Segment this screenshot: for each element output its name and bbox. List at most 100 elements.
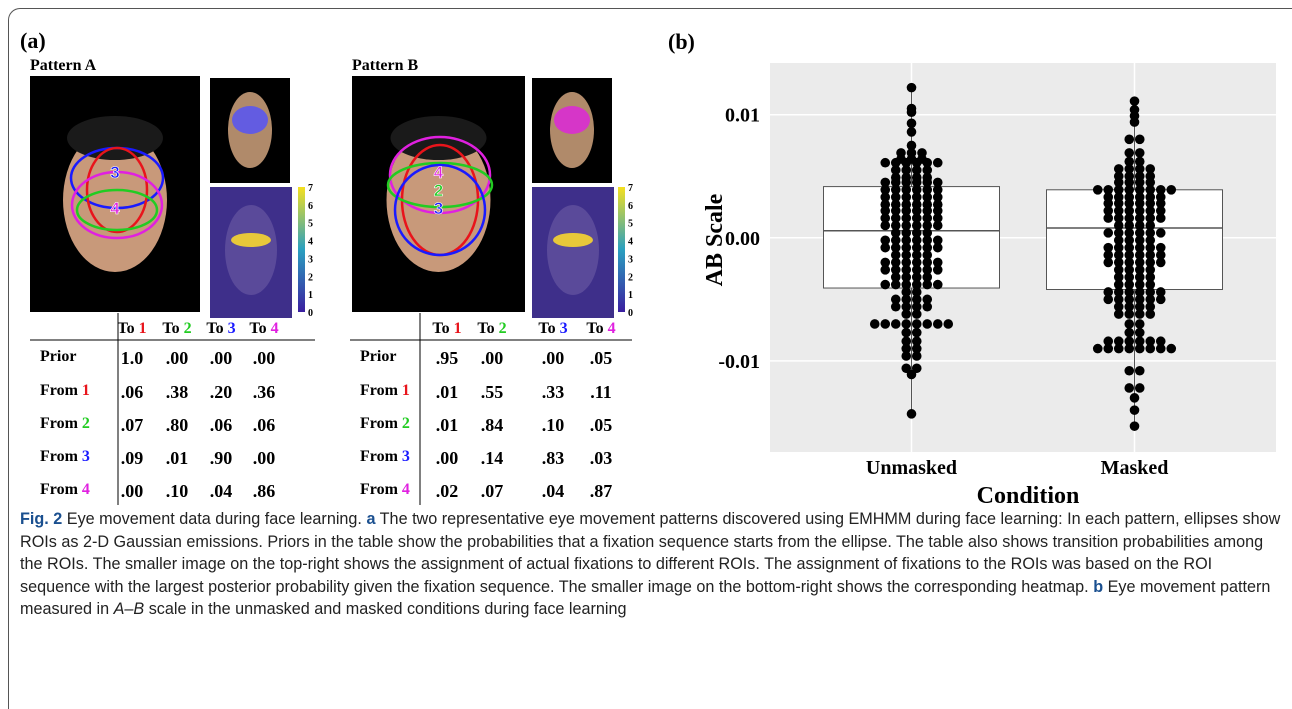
roi-number: 3 xyxy=(402,448,410,465)
point xyxy=(912,319,922,329)
point xyxy=(1166,185,1176,195)
roi-number: 4 xyxy=(402,481,410,498)
roi-number: 1 xyxy=(454,320,462,337)
table-cell: .09 xyxy=(121,448,144,468)
col-header: To 3 xyxy=(206,320,235,337)
point xyxy=(1103,228,1113,238)
point xyxy=(1130,96,1140,106)
to-label: To xyxy=(117,320,134,337)
point xyxy=(1156,213,1166,223)
roi-number: 4 xyxy=(271,320,279,337)
point xyxy=(901,351,911,361)
table-cell: .36 xyxy=(253,382,276,402)
colorbar-tick: 3 xyxy=(308,254,313,265)
table-cell: .03 xyxy=(590,448,613,468)
colorbar-tick: 1 xyxy=(628,290,633,301)
point xyxy=(1156,258,1166,268)
colorbar-tick: 0 xyxy=(628,308,633,319)
hair xyxy=(67,116,163,160)
point xyxy=(912,351,922,361)
to-label: To xyxy=(477,320,494,337)
table-cell: .38 xyxy=(166,382,189,402)
table-cell: .84 xyxy=(481,415,504,435)
point xyxy=(901,309,911,319)
x-tick-label: Masked xyxy=(1101,457,1169,479)
to-label: To xyxy=(432,320,449,337)
x-axis-title: Condition xyxy=(977,483,1080,509)
table-cell: .05 xyxy=(590,415,613,435)
table-cell: .00 xyxy=(253,348,276,368)
point xyxy=(880,319,890,329)
colorbar-tick: 5 xyxy=(628,219,633,230)
prior-label: Prior xyxy=(360,348,396,365)
from-label: From xyxy=(40,415,79,432)
point xyxy=(1130,393,1140,403)
from-label: From xyxy=(360,448,399,465)
point xyxy=(1156,228,1166,238)
table-cell: .00 xyxy=(210,348,233,368)
point xyxy=(880,243,890,253)
col-header: To 3 xyxy=(538,320,567,337)
table-cell: 1.0 xyxy=(121,348,144,368)
col-header: To 4 xyxy=(586,320,615,337)
point xyxy=(1166,344,1176,354)
colorbar-tick: 2 xyxy=(308,272,313,283)
roi-number: 3 xyxy=(560,320,568,337)
table-cell: .00 xyxy=(166,348,189,368)
colorbar-tick: 3 xyxy=(628,254,633,265)
panel-label: (b) xyxy=(668,29,695,54)
point xyxy=(1124,328,1134,338)
col-header: To 4 xyxy=(249,320,278,337)
to-label: To xyxy=(249,320,266,337)
colorbar-tick: 0 xyxy=(308,308,313,319)
point xyxy=(933,158,943,168)
table-cell: .80 xyxy=(166,415,189,435)
to-label: To xyxy=(206,320,223,337)
table-cell: .01 xyxy=(436,415,459,435)
table-cell: .00 xyxy=(253,448,276,468)
table-cell: .00 xyxy=(121,481,144,501)
table-cell: .06 xyxy=(121,382,144,402)
colorbar-tick: 1 xyxy=(308,290,313,301)
y-tick-label: 0.01 xyxy=(725,105,760,127)
point xyxy=(901,319,911,329)
caption-title: Eye movement data during face learning. xyxy=(67,510,362,528)
panel-label: (a) xyxy=(20,28,46,53)
point xyxy=(1130,117,1140,127)
point xyxy=(907,83,917,93)
table-cell: .01 xyxy=(436,382,459,402)
point xyxy=(1103,213,1113,223)
table-cell: .04 xyxy=(542,481,565,501)
point xyxy=(1135,319,1145,329)
to-label: To xyxy=(586,320,603,337)
point xyxy=(933,221,943,231)
table-cell: .06 xyxy=(253,415,276,435)
row-header: From 4 xyxy=(360,481,410,498)
point xyxy=(891,280,901,290)
point xyxy=(933,265,943,275)
point xyxy=(1130,405,1140,415)
roi-number: 3 xyxy=(82,448,90,465)
point xyxy=(1093,185,1103,195)
point xyxy=(1145,309,1155,319)
table-cell: .11 xyxy=(590,382,612,402)
col-header: To 2 xyxy=(477,320,506,337)
caption: Fig. 2 Eye movement data during face lea… xyxy=(20,508,1282,621)
colorbar xyxy=(618,187,625,312)
point xyxy=(1093,344,1103,354)
row-header: From 1 xyxy=(360,382,410,399)
caption-text: scale in the unmasked and masked conditi… xyxy=(149,600,627,618)
point xyxy=(1156,295,1166,305)
point xyxy=(922,319,932,329)
pattern-name: Pattern A xyxy=(30,57,97,74)
colorbar-tick: 2 xyxy=(628,272,633,283)
point xyxy=(933,280,943,290)
point xyxy=(1124,366,1134,376)
point xyxy=(1145,344,1155,354)
point xyxy=(907,119,917,129)
row-header: Prior xyxy=(360,348,396,365)
point xyxy=(880,265,890,275)
x-tick-label: Unmasked xyxy=(866,457,957,479)
roi-label: 4 xyxy=(434,163,444,182)
face-heat xyxy=(225,205,277,295)
